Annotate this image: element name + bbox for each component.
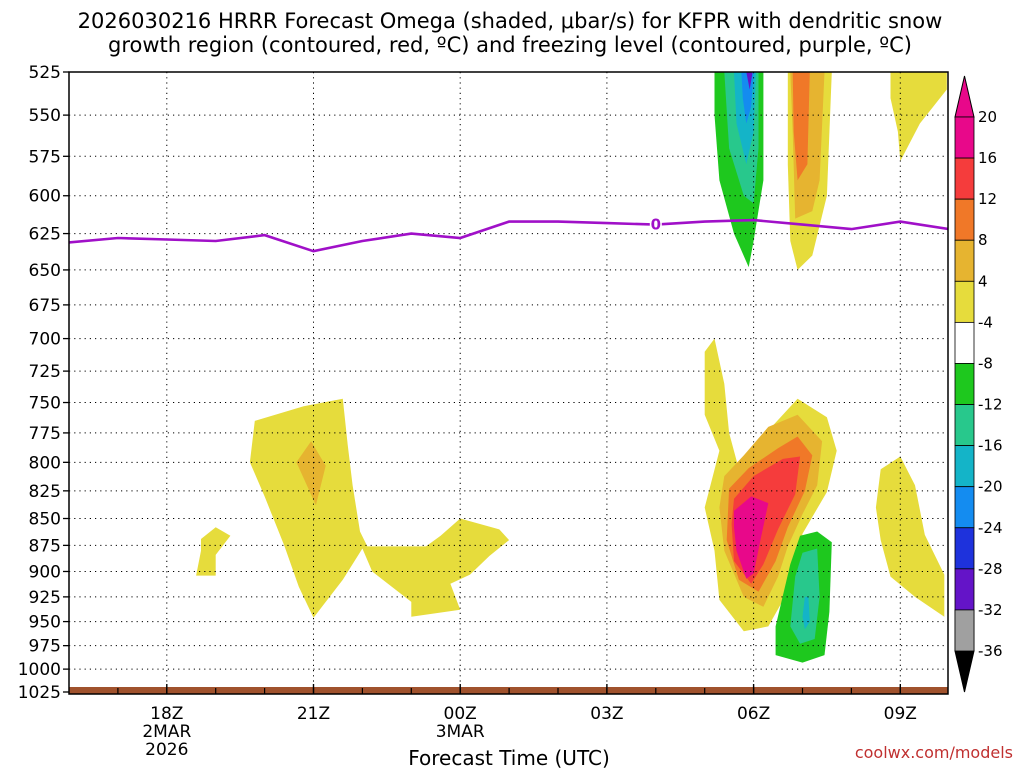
colorbar-segment	[954, 445, 975, 488]
y-tick-label: 1025	[18, 683, 61, 703]
y-tick-label: 875	[29, 536, 61, 556]
colorbar-segment	[954, 527, 975, 570]
y-tick-label: 775	[29, 424, 61, 444]
omega-shading	[196, 72, 947, 663]
chart-title-line1: 2026030216 HRRR Forecast Omega (shaded, …	[78, 9, 943, 33]
y-tick-label: 850	[29, 510, 61, 530]
colorbar-bottom-arrow	[954, 650, 975, 693]
x-tick-label: 03Z	[590, 704, 623, 724]
colorbar-label: 20	[978, 108, 997, 126]
y-tick-label: 550	[29, 106, 61, 126]
colorbar-segment	[954, 486, 975, 529]
colorbar-label: 16	[978, 149, 997, 167]
colorbar-label: 8	[978, 231, 988, 249]
y-tick-label: 900	[29, 562, 61, 582]
x-axis-label: Forecast Time (UTC)	[408, 746, 610, 768]
colorbar-label: -4	[978, 313, 993, 331]
omega-lower-sinking-16	[734, 496, 769, 579]
watermark: coolwx.com/models	[855, 743, 1013, 762]
colorbar-label: -24	[978, 519, 1003, 537]
colorbar-label: -28	[978, 560, 1003, 578]
y-tick-label: 675	[29, 296, 61, 316]
y-tick-label: 750	[29, 394, 61, 414]
freezing-level-label-bg	[649, 215, 662, 233]
omega-left-sinking-9	[249, 398, 510, 618]
colorbar: 20 16 12 8 4 -4 -8 -12 -16 -20 -24 -28 -32 -36	[954, 75, 1003, 693]
y-tick-label: 525	[29, 63, 61, 83]
colorbar-segment	[954, 404, 975, 447]
x-tick-label: 06Z	[737, 704, 770, 724]
grid-lines	[69, 72, 948, 692]
colorbar-segment	[954, 568, 975, 611]
y-tick-label: 1000	[18, 660, 61, 680]
omega-upper-sinking-7	[792, 72, 810, 181]
y-tick-label: 725	[29, 362, 61, 382]
chart-title-line2: growth region (contoured, red, ºC) and f…	[108, 33, 912, 57]
omega-upper-rising-core-3	[741, 72, 754, 124]
colorbar-label: -8	[978, 354, 993, 372]
y-tick-label: 800	[29, 453, 61, 473]
y-tick-label: 975	[29, 637, 61, 657]
y-tick-label: 650	[29, 261, 61, 281]
x-tick-label: 09Z	[884, 704, 917, 724]
x-tick-date: 2MAR	[142, 722, 191, 742]
colorbar-label: 12	[978, 190, 997, 208]
colorbar-label: -16	[978, 437, 1003, 455]
colorbar-segment	[954, 198, 975, 241]
freezing-level-line	[69, 218, 948, 253]
colorbar-segment	[954, 157, 975, 200]
y-tick-label: 950	[29, 613, 61, 633]
colorbar-segment	[954, 321, 975, 364]
colorbar-label: 4	[978, 272, 988, 290]
x-tick-label: 21Z	[297, 704, 330, 724]
omega-small-blob-11	[196, 527, 231, 576]
x-tick-date: 3MAR	[436, 722, 485, 742]
y-tick-label: 625	[29, 225, 61, 245]
colorbar-segment	[954, 609, 975, 652]
omega-lower-rising-18	[790, 548, 820, 644]
colorbar-top-arrow	[954, 75, 975, 118]
y-tick-label: 700	[29, 330, 61, 350]
y-tick-label: 825	[29, 482, 61, 502]
colorbar-label: -32	[978, 601, 1003, 619]
x-tick-year: 2026	[145, 740, 188, 760]
x-tick-label: 00Z	[444, 704, 477, 724]
freezing-level-contour: 0	[69, 215, 948, 253]
omega-right-sinking-20	[875, 456, 945, 617]
colorbar-label: -12	[978, 396, 1003, 414]
x-tick-label: 18Z	[150, 704, 183, 724]
omega-upper-rising-core-4	[746, 72, 753, 90]
colorbar-label: -36	[978, 642, 1003, 660]
y-tick-label: 925	[29, 588, 61, 608]
y-tick-label: 600	[29, 187, 61, 207]
colorbar-segment	[954, 239, 975, 282]
colorbar-label: -20	[978, 478, 1003, 496]
y-axis: 525 550 575 600 625 650 675 700 725 750 775 800 825 8…	[18, 63, 69, 703]
colorbar-segment	[954, 116, 975, 159]
colorbar-segment	[954, 363, 975, 405]
y-tick-label: 575	[29, 147, 61, 167]
omega-upper-right-sinking-8	[890, 72, 947, 162]
colorbar-segment	[954, 280, 975, 323]
freezing-level-label: 0	[651, 216, 661, 234]
omega-left-sinking-10	[296, 441, 326, 506]
